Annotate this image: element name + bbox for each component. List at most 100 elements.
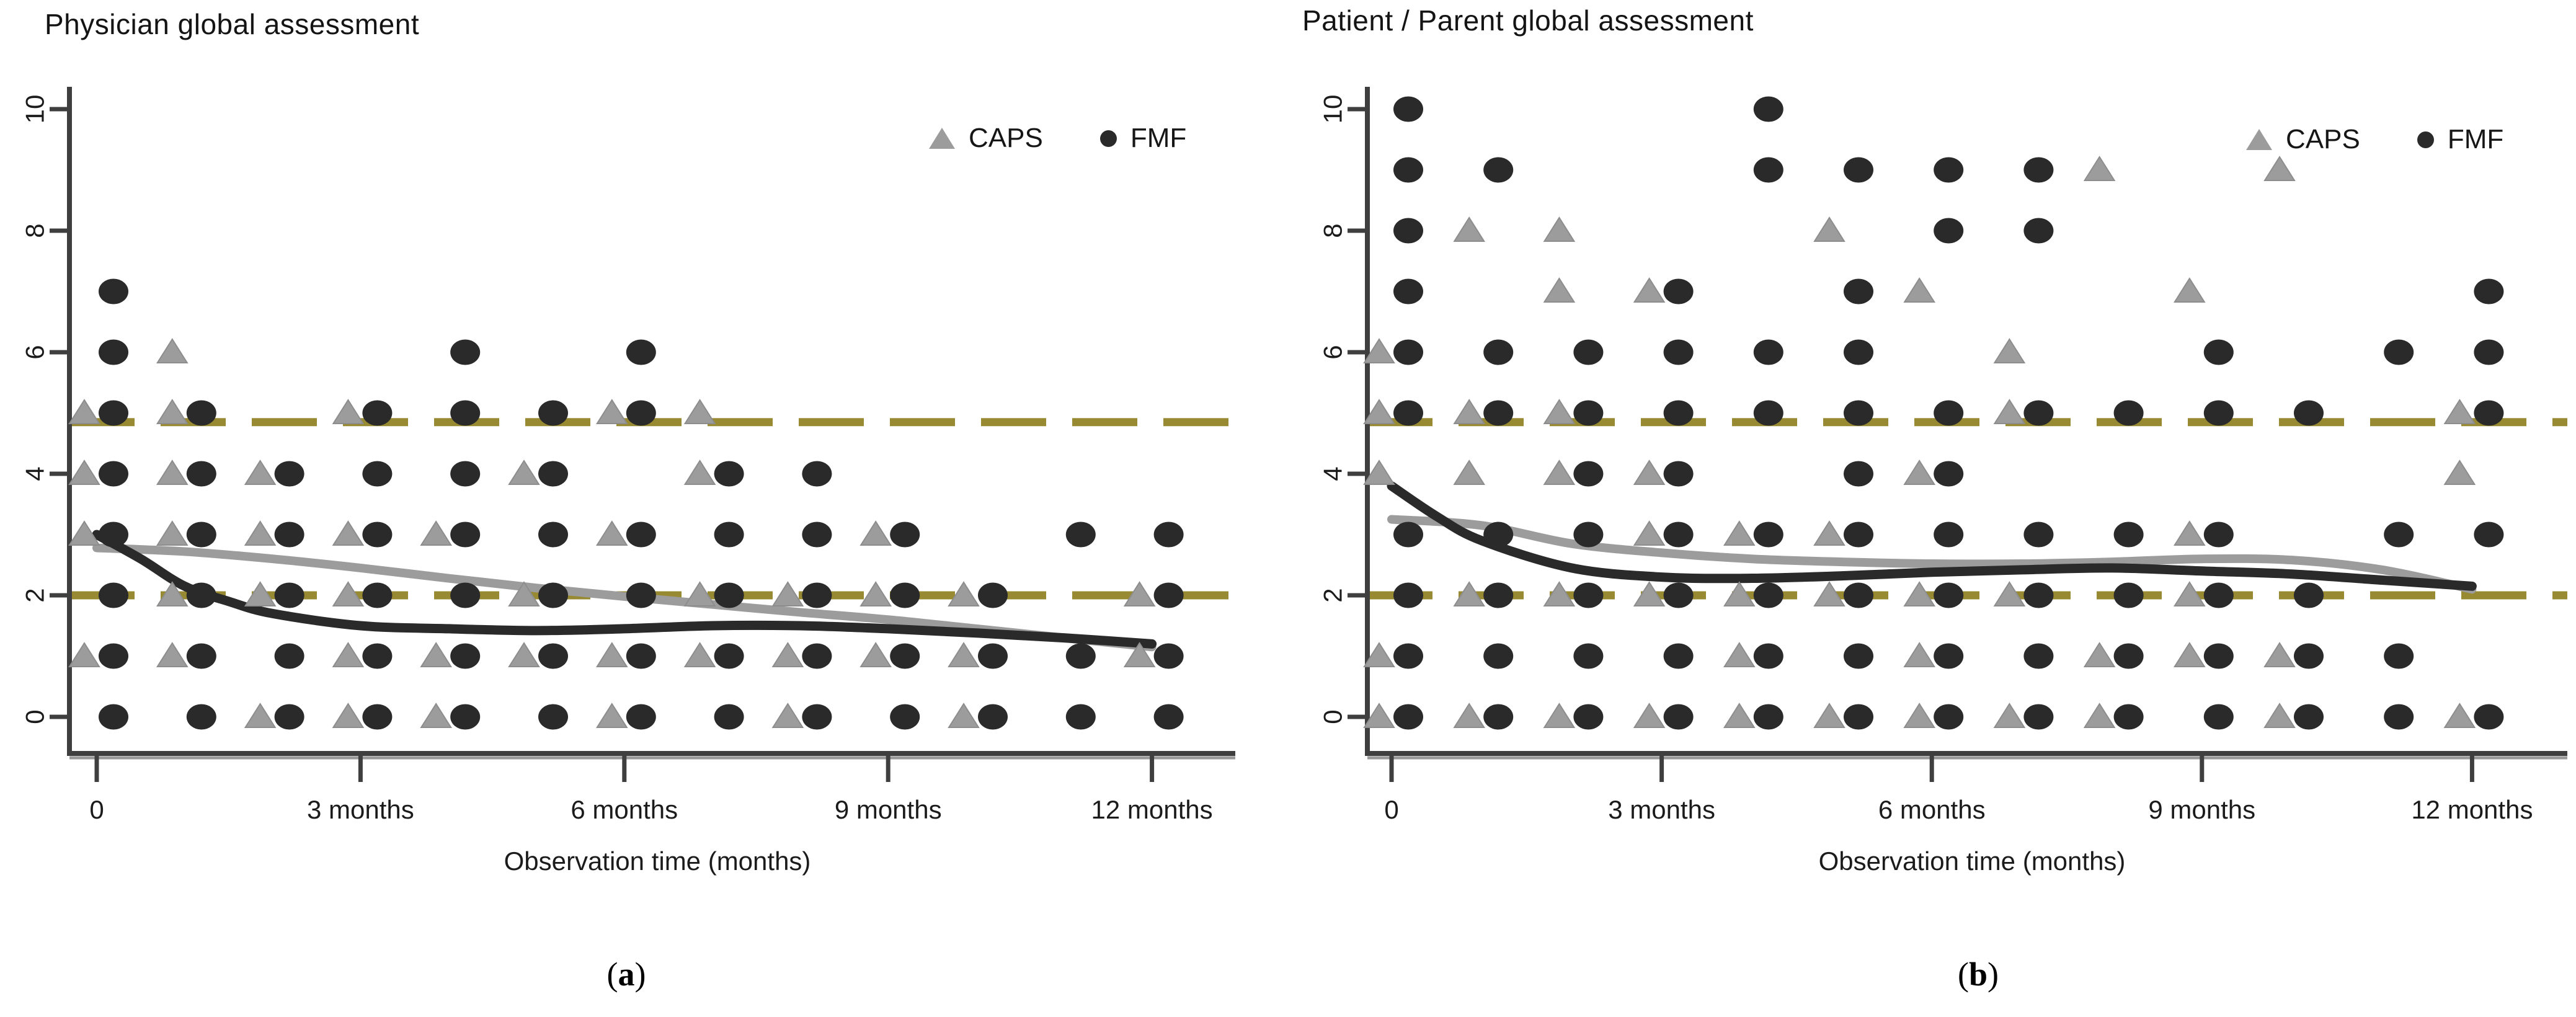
fmf-data-circle-icon [1393, 218, 1423, 244]
caps-data-triangle-icon [1543, 703, 1576, 728]
caps-data-triangle-icon [1813, 520, 1845, 546]
caps-data-triangle-icon [1993, 581, 2026, 606]
fmf-data-circle-icon [1844, 522, 1873, 548]
fmf-data-circle-icon [1663, 704, 1694, 730]
caps-data-triangle-icon [683, 460, 716, 485]
caps-data-triangle-icon [1993, 338, 2026, 363]
y-tick-label: 2 [1318, 588, 1348, 602]
caps-data-triangle-icon [156, 399, 189, 424]
caps-data-triangle-icon [1723, 703, 1756, 728]
caps-data-triangle-icon [771, 703, 804, 728]
fmf-data-circle-icon [890, 582, 920, 608]
fmf-data-circle-icon [450, 643, 481, 669]
fmf-data-circle-icon [626, 704, 656, 730]
fmf-data-circle-icon [2113, 643, 2144, 669]
fmf-data-circle-icon [626, 522, 656, 548]
fmf-data-circle-icon [1844, 157, 1873, 183]
caps-data-triangle-icon [244, 460, 277, 485]
fmf-data-circle-icon [1753, 582, 1783, 608]
fmf-data-circle-icon [2474, 522, 2504, 548]
fmf-data-circle-icon [890, 704, 920, 730]
y-tick-label: 10 [20, 95, 50, 124]
fmf-data-circle-icon [1483, 704, 1514, 730]
caps-data-triangle-icon [595, 642, 628, 667]
caps-data-triangle-icon [1123, 642, 1156, 667]
fmf-data-circle-icon [2474, 339, 2504, 365]
fmf-data-circle-icon [1753, 704, 1783, 730]
y-tick-label: 10 [1318, 95, 1348, 124]
fmf-data-circle-icon [1934, 643, 1964, 669]
fmf-data-circle-icon [2023, 522, 2054, 548]
fmf-data-circle-icon [1934, 400, 1964, 426]
caps-data-triangle-icon [2173, 581, 2206, 606]
fmf-data-circle-icon [1153, 582, 1184, 608]
fmf-data-circle-icon [2474, 278, 2504, 304]
fmf-data-circle-icon [2203, 704, 2234, 730]
x-tick-label: 3 months [1608, 795, 1715, 824]
fmf-data-circle-icon [1753, 522, 1783, 548]
caps-data-triangle-icon [859, 642, 892, 667]
caps-data-triangle-icon [2173, 642, 2206, 667]
fmf-legend-label: FMF [2447, 124, 2504, 154]
fmf-data-circle-icon [2203, 582, 2234, 608]
caps-data-triangle-icon [1633, 277, 1666, 303]
fmf-data-circle-icon [538, 400, 568, 426]
fmf-data-circle-icon [1663, 522, 1694, 548]
fmf-data-circle-icon [1844, 278, 1873, 304]
caps-data-triangle-icon [771, 581, 804, 606]
trend-line-caps [1387, 515, 2477, 594]
fmf-data-circle-icon [1573, 522, 1604, 548]
caps-data-triangle-icon [1123, 581, 1156, 606]
fmf-data-circle-icon [186, 461, 216, 487]
caps-data-triangle-icon [332, 703, 365, 728]
caps-data-triangle-icon [68, 520, 100, 546]
fmf-data-circle-icon [714, 461, 744, 487]
fmf-data-circle-icon [538, 582, 568, 608]
caps-data-triangle-icon [420, 642, 453, 667]
fmf-data-circle-icon [450, 582, 481, 608]
fmf-data-circle-icon [802, 522, 832, 548]
fmf-data-circle-icon [1153, 522, 1184, 548]
x-tick-label: 6 months [1878, 795, 1986, 824]
caps-data-triangle-icon [859, 520, 892, 546]
fmf-data-circle-icon [802, 461, 832, 487]
caps-data-triangle-icon [1903, 460, 1936, 485]
fmf-data-circle-icon [186, 704, 216, 730]
caps-data-triangle-icon [1453, 399, 1486, 424]
fmf-data-circle-icon [1844, 643, 1873, 669]
caps-data-triangle-icon [595, 399, 628, 424]
fmf-data-circle-icon [538, 522, 568, 548]
caps-data-triangle-icon [2173, 520, 2206, 546]
caps-data-triangle-icon [244, 581, 277, 606]
fmf-data-circle-icon [2023, 704, 2054, 730]
caps-data-triangle-icon [683, 581, 716, 606]
caption-b-open: ( [1957, 956, 1969, 993]
caps-data-triangle-icon [420, 703, 453, 728]
caps-data-triangle-icon [68, 460, 100, 485]
caps-data-triangle-icon [1903, 703, 1936, 728]
y-tick-label: 8 [20, 223, 50, 238]
fmf-data-circle-icon [1934, 522, 1964, 548]
fmf-data-circle-icon [2203, 643, 2234, 669]
y-tick-label: 4 [20, 466, 50, 481]
fmf-data-circle-icon [978, 643, 1008, 669]
fmf-data-circle-icon [1573, 582, 1604, 608]
fmf-data-circle-icon [2384, 704, 2414, 730]
caps-data-triangle-icon [2263, 703, 2296, 728]
fmf-data-circle-icon [2294, 643, 2324, 669]
panel-a-title: Physician global assessment [45, 8, 420, 40]
caps-data-triangle-icon [2443, 399, 2476, 424]
fmf-data-circle-icon [99, 643, 128, 669]
fmf-data-circle-icon [1153, 704, 1184, 730]
fmf-data-circle-icon [450, 704, 481, 730]
caps-data-triangle-icon [1543, 277, 1576, 303]
caps-data-triangle-icon [2263, 156, 2296, 181]
caps-data-triangle-icon [1633, 520, 1666, 546]
caps-data-triangle-icon [2263, 642, 2296, 667]
y-tick-label: 8 [1318, 223, 1348, 238]
y-tick-label: 0 [1318, 709, 1348, 724]
caps-data-triangle-icon [2083, 642, 2116, 667]
caps-data-triangle-icon [508, 642, 540, 667]
caps-data-triangle-icon [1723, 642, 1756, 667]
